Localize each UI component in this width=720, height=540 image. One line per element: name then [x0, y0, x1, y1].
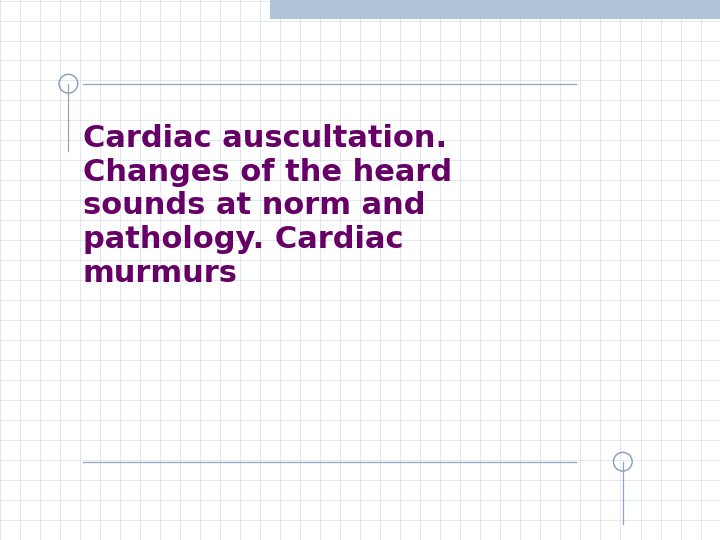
Text: Cardiac auscultation.
Changes of the heard
sounds at norm and
pathology. Cardiac: Cardiac auscultation. Changes of the hea…: [83, 124, 452, 288]
FancyBboxPatch shape: [270, 0, 720, 19]
